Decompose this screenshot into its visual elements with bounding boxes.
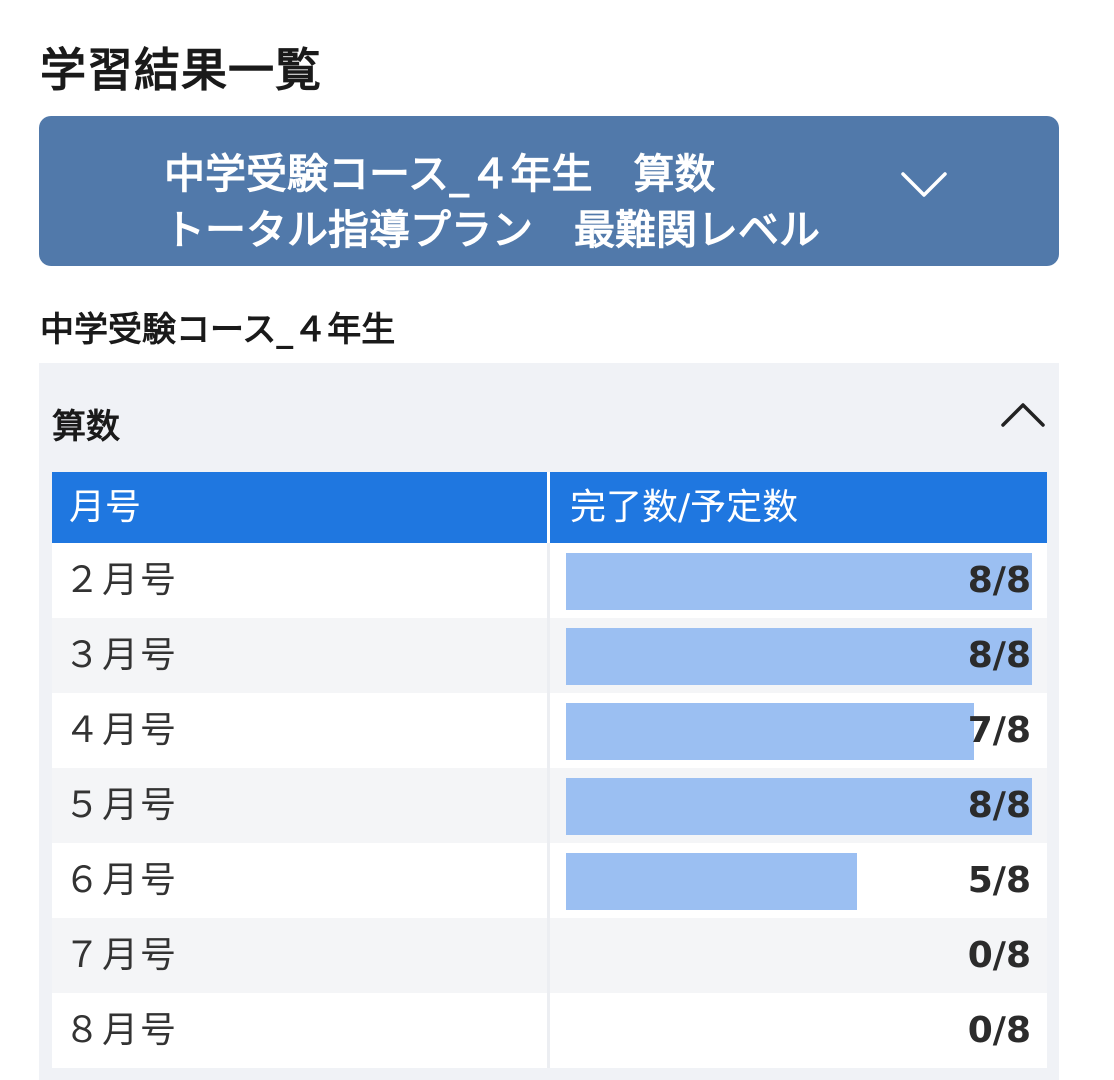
page-title: 学習結果一覧 [40,43,322,97]
row-completion-count: 8/8 [967,560,1031,601]
progress-bar-track [566,703,1032,760]
column-divider [547,693,550,768]
subject-accordion-header[interactable]: 算数 [39,363,1059,471]
row-completion-count: 8/8 [967,635,1031,676]
row-completion-count: 0/8 [967,1010,1031,1051]
row-month-label: ３月号 [64,635,179,676]
row-month-label: ４月号 [64,710,179,751]
row-completion-count: 5/8 [967,860,1031,901]
column-divider [547,993,550,1068]
column-header-progress: 完了数/予定数 [570,487,799,528]
subject-label: 算数 [52,407,120,447]
table-row: ４月号 7/8 [52,693,1047,768]
progress-bar-fill [566,553,1032,610]
progress-bar-track [566,928,1032,985]
progress-bar-fill [566,628,1032,685]
column-divider [547,843,550,918]
table-row: ２月号 8/8 [52,543,1047,618]
table-header-row: 月号 完了数/予定数 [52,472,1047,543]
table-row: ３月号 8/8 [52,618,1047,693]
course-selector-line1: 中学受験コース_４年生 算数 [164,150,716,198]
column-divider [547,543,550,618]
section-heading: 中学受験コース_４年生 [40,310,396,350]
table-row: ７月号 0/8 [52,918,1047,993]
course-selector-dropdown[interactable]: 中学受験コース_４年生 算数 トータル指導プラン 最難関レベル [39,116,1059,266]
table-row: ５月号 8/8 [52,768,1047,843]
progress-bar-track [566,1003,1032,1060]
subject-panel: 算数 月号 完了数/予定数 ２月号 8/8 ３月号 8/8 ４月号 7/8 ５月号 8/8 ６月… [39,363,1059,1080]
course-selector-line2: トータル指導プラン 最難関レベル [164,206,820,254]
table-row: ８月号 0/8 [52,993,1047,1068]
column-divider [547,768,550,843]
row-month-label: ５月号 [64,785,179,826]
table-row: ６月号 5/8 [52,843,1047,918]
progress-bar-fill [566,853,858,910]
table-body: ２月号 8/8 ３月号 8/8 ４月号 7/8 ５月号 8/8 ６月号 5/8 ７月号 0/8 ８月号 0… [52,543,1047,1068]
progress-bar-fill [566,778,1032,835]
column-header-month: 月号 [69,487,142,528]
row-month-label: ８月号 [64,1010,179,1051]
column-divider [547,918,550,993]
progress-bar-fill [566,703,974,760]
row-completion-count: 8/8 [967,785,1031,826]
progress-bar-track [566,628,1032,685]
row-completion-count: 7/8 [967,710,1031,751]
row-month-label: ７月号 [64,935,179,976]
chevron-up-icon[interactable] [997,389,1049,441]
progress-bar-track [566,853,1032,910]
chevron-down-icon [901,172,947,197]
progress-bar-track [566,778,1032,835]
column-divider [547,618,550,693]
row-month-label: ２月号 [64,560,179,601]
row-completion-count: 0/8 [967,935,1031,976]
results-table: 月号 完了数/予定数 ２月号 8/8 ３月号 8/8 ４月号 7/8 ５月号 8/8 ６月号 5/… [52,472,1047,1068]
row-month-label: ６月号 [64,860,179,901]
header-divider [547,472,550,543]
progress-bar-track [566,553,1032,610]
